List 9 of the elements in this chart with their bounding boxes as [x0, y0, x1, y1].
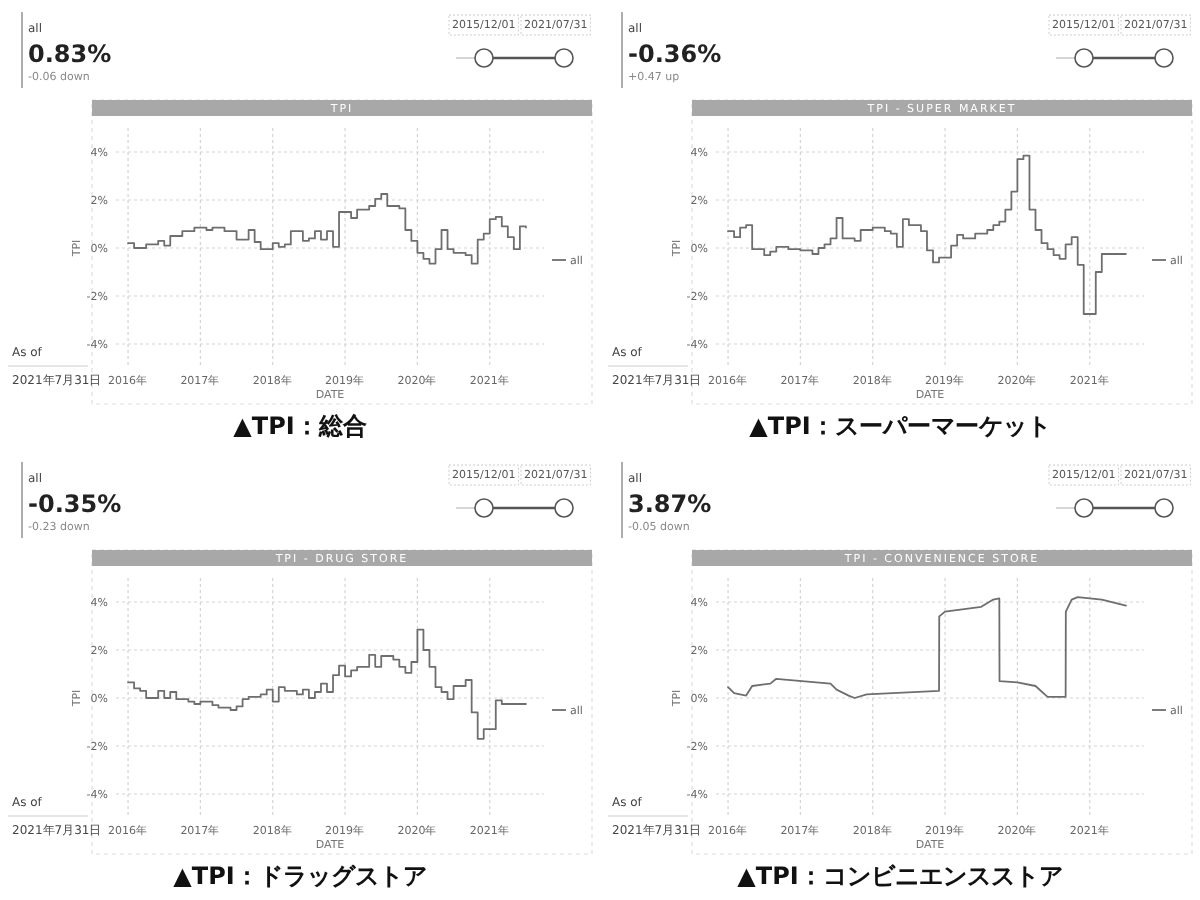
text: ▲TPI：ドラッグストア	[173, 862, 427, 890]
text: ▲TPI：総合	[233, 412, 369, 440]
text: -0.35%	[28, 490, 122, 518]
line-series	[727, 596, 1127, 699]
text: -0.36%	[628, 40, 722, 68]
text: 0.83%	[28, 40, 112, 68]
text: ▲TPI：コンビニエンスストア	[737, 862, 1063, 890]
text: ▲TPI：スーパーマーケット	[749, 412, 1051, 440]
text: 3.87%	[628, 490, 712, 518]
